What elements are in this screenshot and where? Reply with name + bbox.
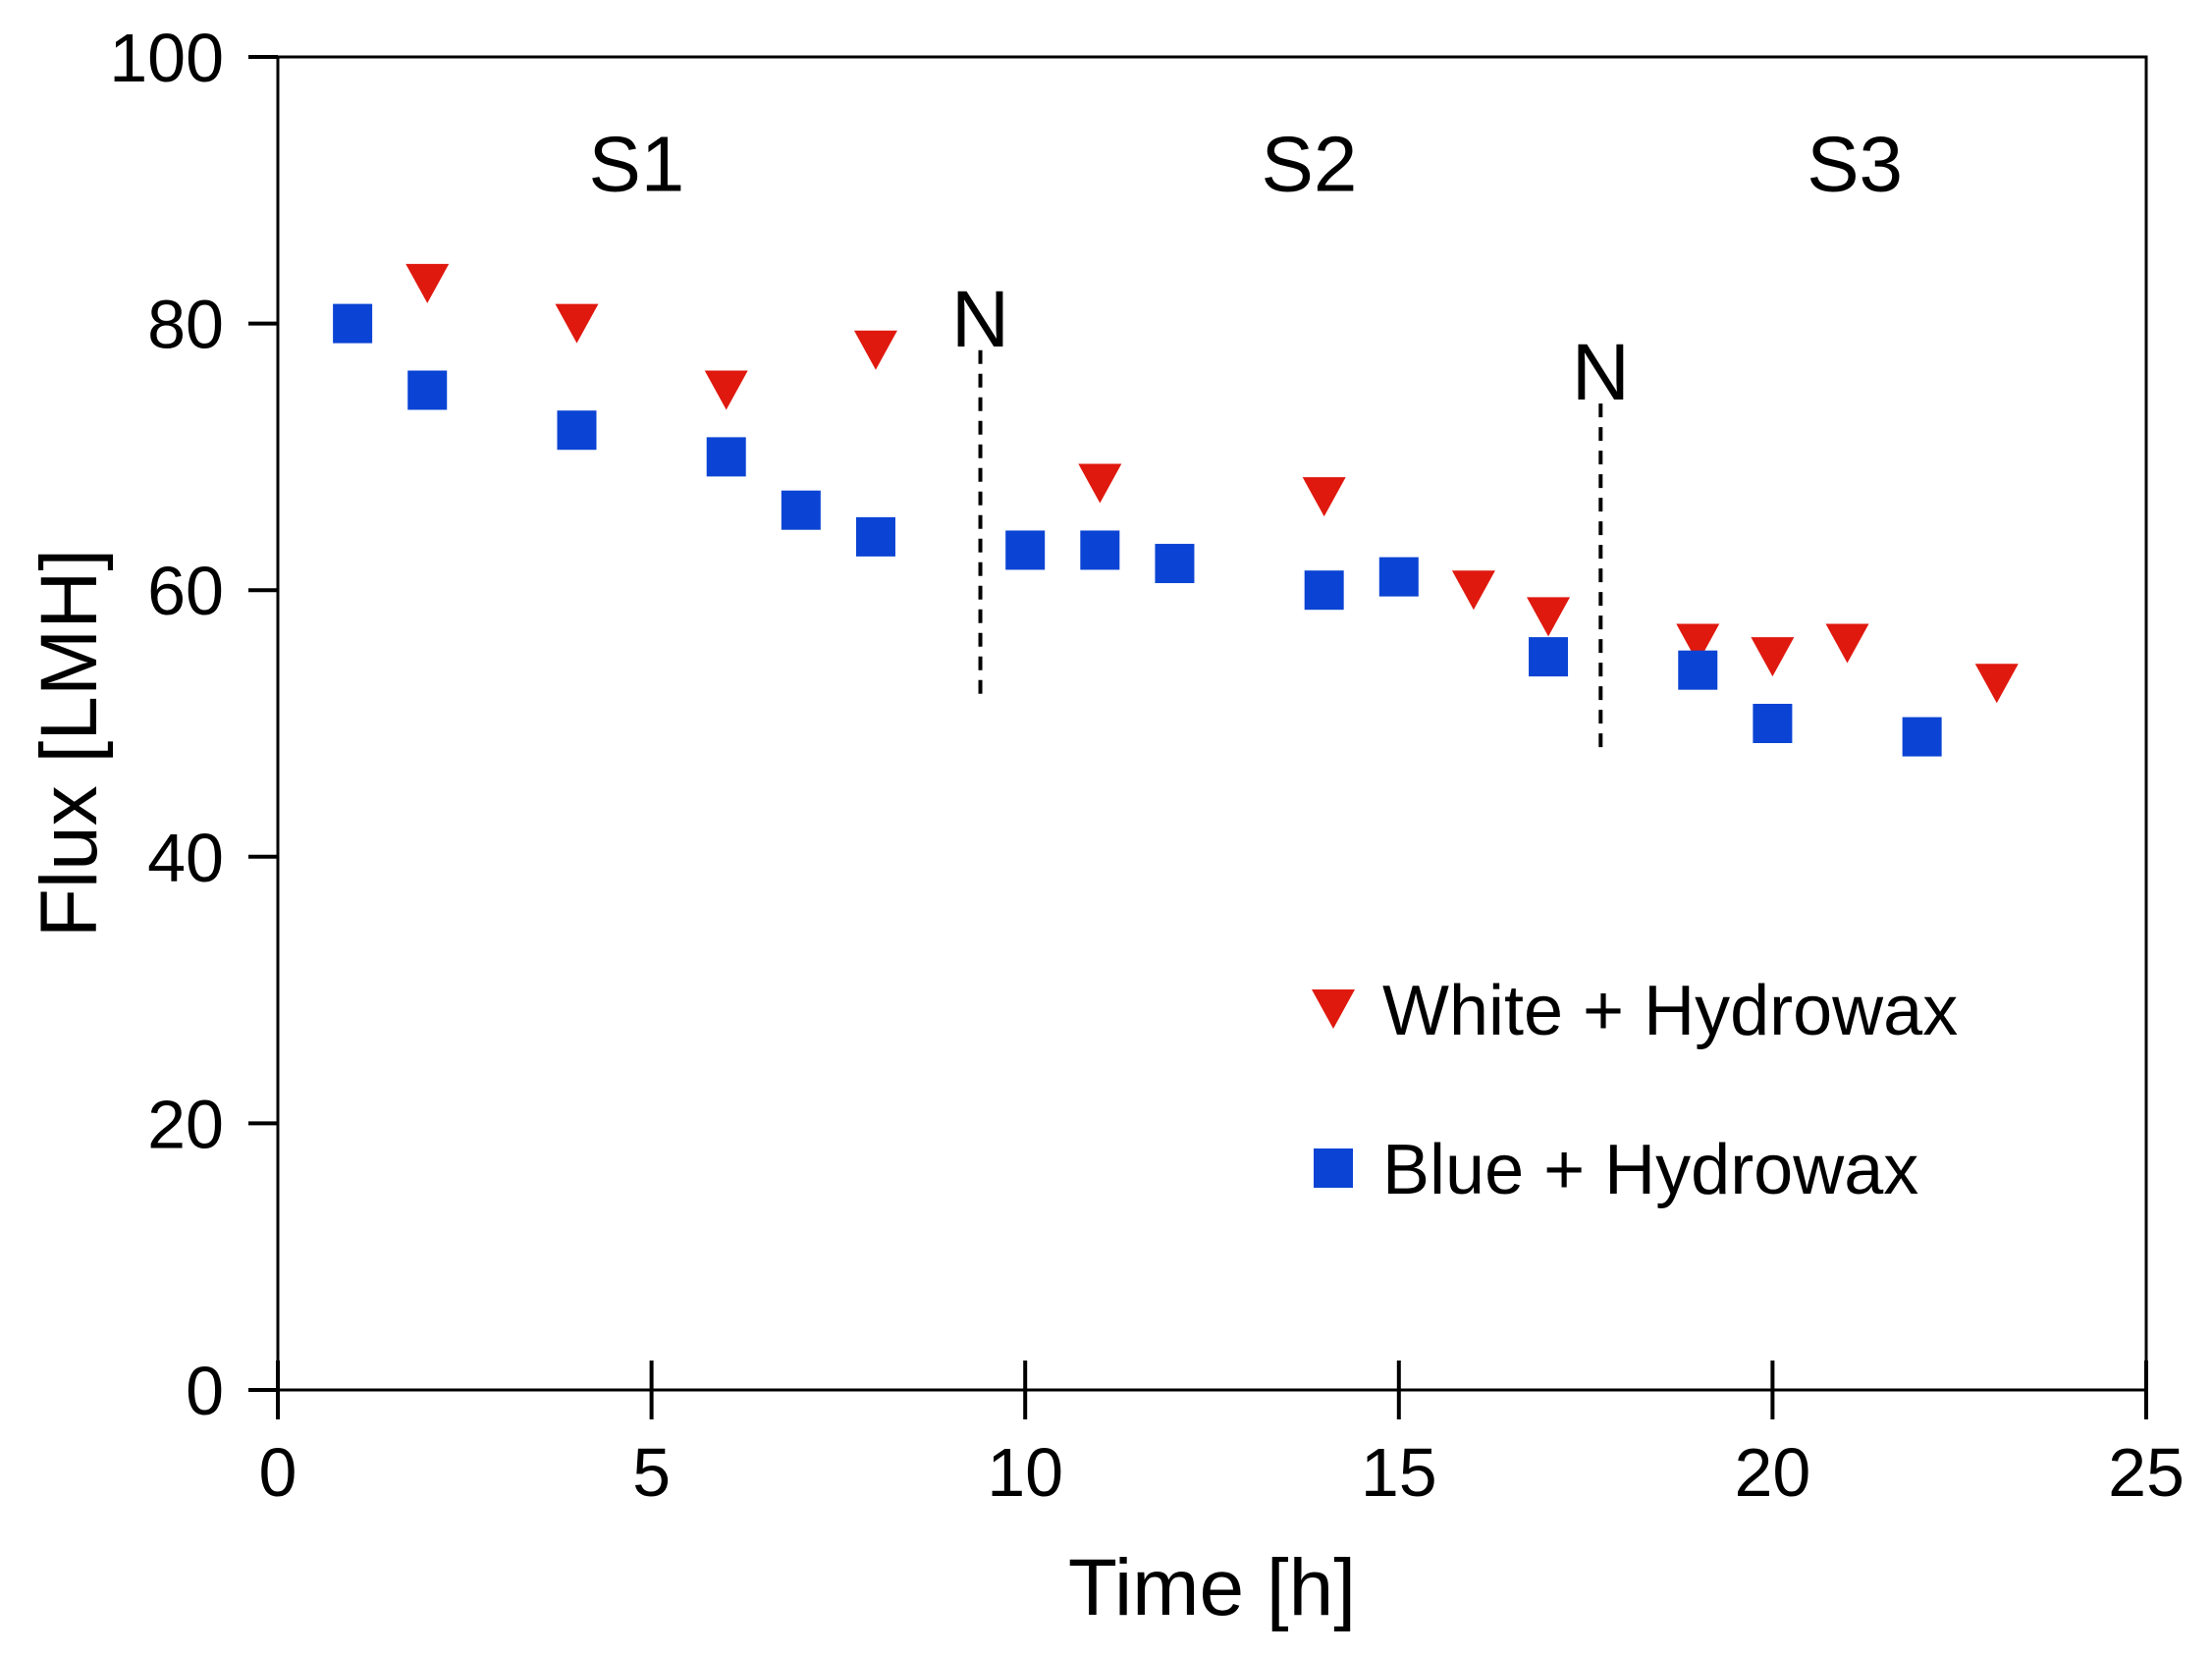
legend-label: Blue + Hydrowax [1382, 1131, 1918, 1209]
data-point-triangle [1527, 597, 1571, 637]
y-tick-label: 20 [147, 1086, 224, 1162]
stage-label-s2: S2 [1262, 121, 1358, 208]
data-point-triangle [1825, 623, 1869, 664]
data-point-square [1005, 530, 1046, 570]
data-point-square [1753, 704, 1793, 743]
data-points [333, 263, 2019, 757]
data-point-triangle [555, 303, 599, 344]
divider-label: N [951, 275, 1009, 364]
legend: White + Hydrowax Blue + Hydrowax [1312, 972, 1958, 1209]
data-point-square [333, 303, 373, 344]
x-tick-label: 10 [987, 1434, 1063, 1511]
x-tick-label: 15 [1361, 1434, 1437, 1511]
legend-marker-square [1314, 1148, 1353, 1188]
data-point-square [706, 437, 746, 477]
data-point-triangle [1974, 664, 2019, 704]
x-axis-title: Time [h] [1068, 1543, 1356, 1632]
data-point-square [557, 410, 597, 451]
data-point-triangle [1451, 570, 1495, 611]
y-tick-label: 40 [147, 820, 224, 896]
series-white-hydrowax [405, 263, 2019, 704]
data-point-square [1304, 570, 1344, 611]
data-point-triangle [1302, 477, 1346, 517]
x-tick-label: 0 [259, 1434, 297, 1511]
data-point-triangle [405, 263, 450, 303]
plot-frame [276, 55, 2148, 1392]
data-point-triangle [704, 370, 748, 410]
data-point-square [1902, 717, 1942, 757]
annotations: S1 S2 S3 N N [588, 121, 1903, 751]
data-point-triangle [1078, 463, 1122, 504]
data-point-square [1080, 530, 1120, 570]
divider-label: N [1572, 328, 1630, 417]
stage-label-s3: S3 [1807, 121, 1903, 208]
legend-marker-triangle [1312, 989, 1355, 1029]
x-tick-label: 25 [2108, 1434, 2185, 1511]
data-point-triangle [1676, 623, 1720, 664]
data-point-square [855, 516, 895, 557]
data-point-square [1155, 544, 1195, 584]
data-point-square [781, 490, 821, 530]
data-point-triangle [853, 330, 897, 370]
y-axis-title: Flux [LMH] [25, 549, 114, 937]
x-tick-label: 5 [632, 1434, 671, 1511]
data-point-triangle [1751, 637, 1795, 677]
x-tick-label: 20 [1734, 1434, 1810, 1511]
data-point-square [407, 370, 448, 410]
stage-label-s1: S1 [588, 121, 684, 208]
data-point-square [1678, 650, 1718, 690]
y-tick-label: 0 [186, 1353, 224, 1429]
legend-label: White + Hydrowax [1382, 972, 1958, 1050]
y-tick-label: 60 [147, 553, 224, 629]
y-tick-label: 100 [109, 20, 224, 96]
y-tick-label: 80 [147, 287, 224, 363]
series-blue-hydrowax [333, 303, 1942, 757]
data-point-square [1529, 637, 1569, 677]
data-point-square [1378, 557, 1419, 597]
axes: 0 5 10 15 20 25 0 20 40 60 80 100 [109, 20, 2185, 1511]
